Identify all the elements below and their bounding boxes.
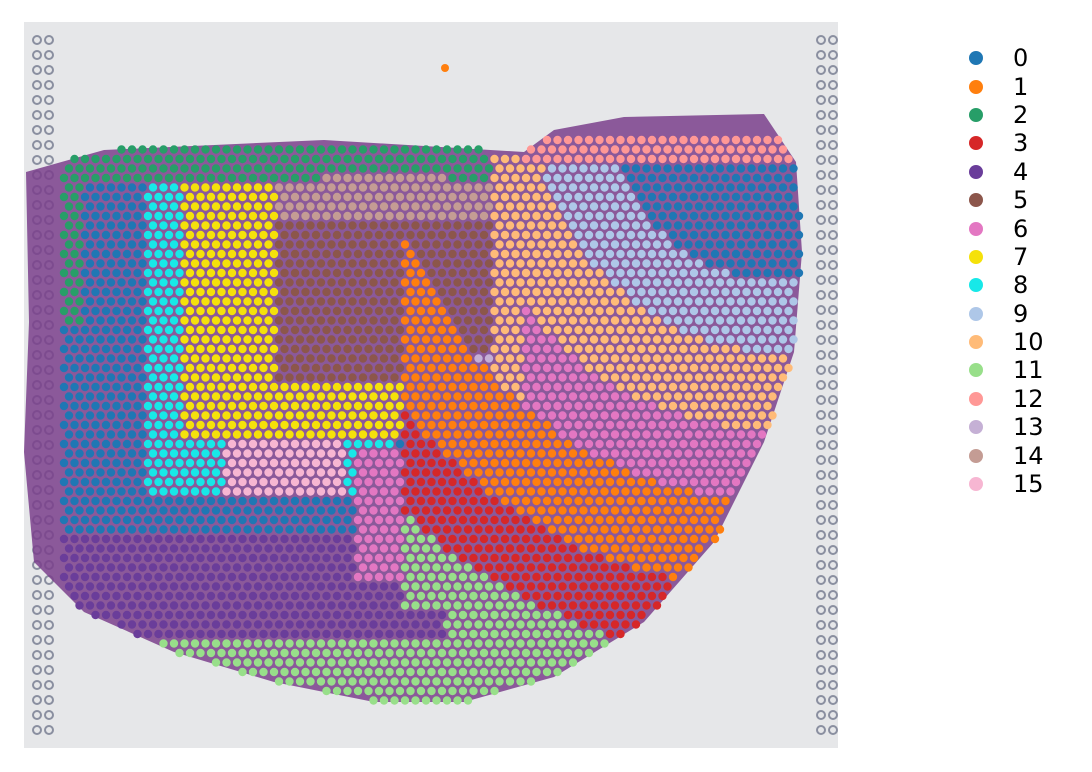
legend-swatch — [969, 278, 983, 293]
legend-label: 13 — [1013, 413, 1044, 442]
legend-label: 14 — [1013, 441, 1044, 470]
legend-item: 9 — [962, 300, 1044, 328]
legend-item: 8 — [962, 271, 1044, 299]
legend-swatch — [969, 79, 983, 94]
legend-swatch — [969, 193, 983, 208]
legend-label: 15 — [1013, 470, 1044, 499]
legend-label: 8 — [1013, 271, 1029, 300]
legend-label: 4 — [1013, 157, 1029, 186]
legend-swatch — [969, 477, 983, 492]
legend-item: 12 — [962, 385, 1044, 413]
spatial-tissue-plot — [24, 22, 838, 748]
legend-label: 12 — [1013, 384, 1044, 413]
legend-label: 0 — [1013, 44, 1029, 73]
legend-item: 11 — [962, 356, 1044, 384]
legend-label: 11 — [1013, 356, 1044, 385]
legend-item: 3 — [962, 129, 1044, 157]
legend-swatch — [969, 221, 983, 236]
legend-label: 2 — [1013, 100, 1029, 129]
legend-label: 9 — [1013, 299, 1029, 328]
legend-label: 10 — [1013, 328, 1044, 357]
cluster-legend: 0 1 2 3 4 5 6 7 8 9 10 11 12 13 14 15 — [962, 44, 1044, 498]
legend-item: 7 — [962, 243, 1044, 271]
legend-swatch — [969, 306, 983, 321]
legend-item: 4 — [962, 158, 1044, 186]
legend-item: 5 — [962, 186, 1044, 214]
legend-item: 2 — [962, 101, 1044, 129]
legend-item: 15 — [962, 470, 1044, 498]
legend-swatch — [969, 164, 983, 179]
legend-item: 6 — [962, 214, 1044, 242]
legend-swatch — [969, 420, 983, 435]
legend-label: 1 — [1013, 72, 1029, 101]
stray-spot — [441, 64, 449, 72]
legend-label: 3 — [1013, 129, 1029, 158]
legend-item: 1 — [962, 72, 1044, 100]
legend-label: 6 — [1013, 214, 1029, 243]
legend-swatch — [969, 335, 983, 350]
legend-swatch — [969, 391, 983, 406]
legend-swatch — [969, 51, 983, 66]
legend-item: 13 — [962, 413, 1044, 441]
legend-item: 0 — [962, 44, 1044, 72]
legend-item: 10 — [962, 328, 1044, 356]
legend-label: 5 — [1013, 186, 1029, 215]
legend-swatch — [969, 136, 983, 151]
legend-swatch — [969, 249, 983, 264]
legend-label: 7 — [1013, 242, 1029, 271]
legend-swatch — [969, 448, 983, 463]
legend-item: 14 — [962, 441, 1044, 469]
cluster-spots — [59, 135, 804, 705]
legend-swatch — [969, 363, 983, 378]
legend-swatch — [969, 107, 983, 122]
